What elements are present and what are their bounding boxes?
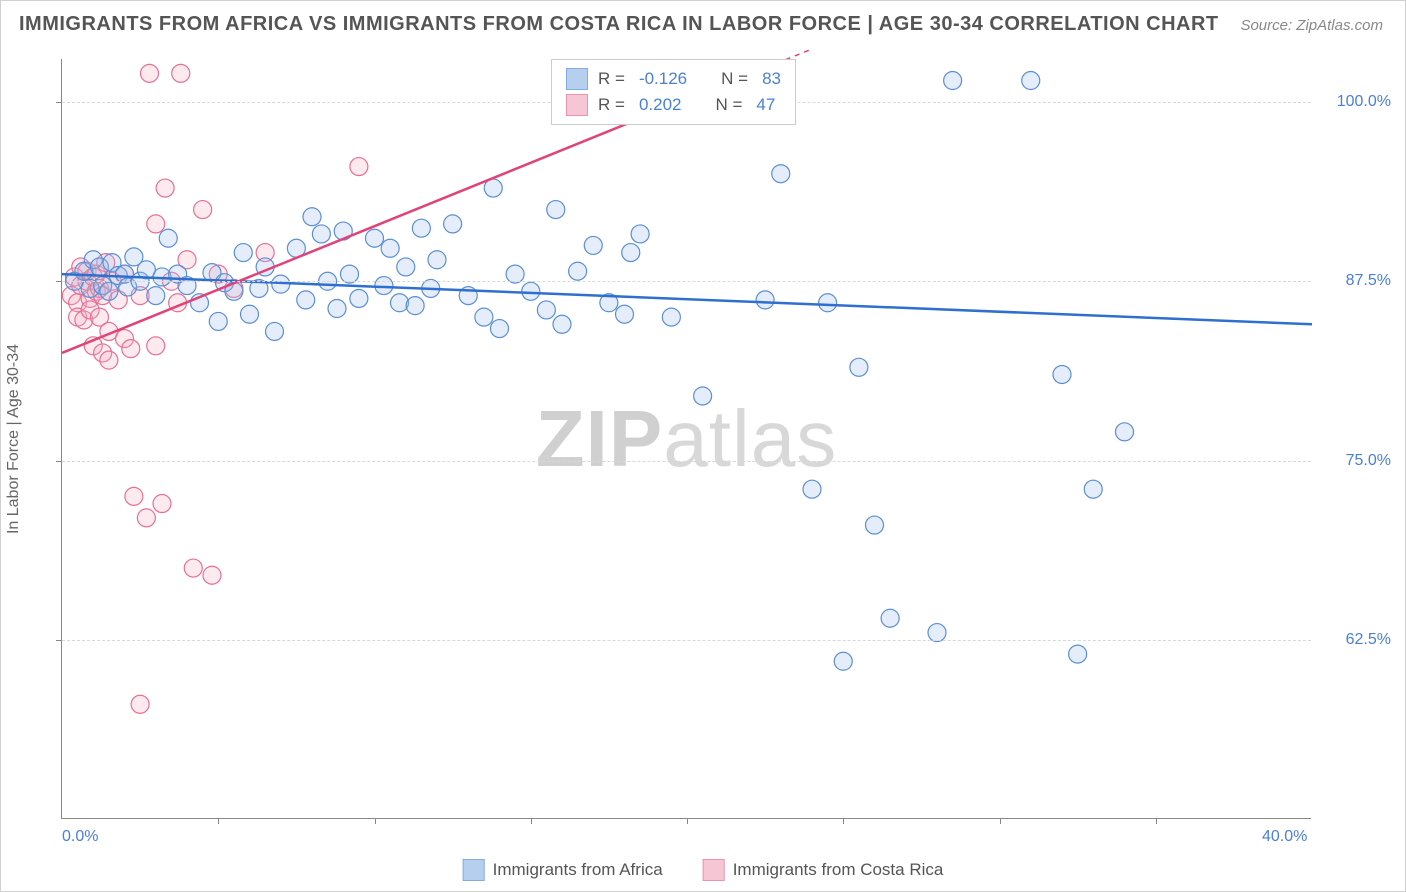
legend-item-costarica: Immigrants from Costa Rica bbox=[703, 859, 944, 881]
chart-title: IMMIGRANTS FROM AFRICA VS IMMIGRANTS FRO… bbox=[19, 13, 1219, 36]
stats-legend: R = -0.126 N = 83 R = 0.202 N = 47 bbox=[551, 59, 796, 125]
n-value-africa: 83 bbox=[762, 69, 781, 89]
r-value-costarica: 0.202 bbox=[639, 95, 682, 115]
n-label: N = bbox=[721, 69, 748, 89]
y-axis-label: In Labor Force | Age 30-34 bbox=[5, 343, 23, 533]
source-attribution: Source: ZipAtlas.com bbox=[1240, 17, 1383, 34]
legend-label-africa: Immigrants from Africa bbox=[493, 860, 663, 880]
y-tick-label: 87.5% bbox=[1321, 272, 1391, 290]
y-tick-label: 75.0% bbox=[1321, 452, 1391, 470]
legend-label-costarica: Immigrants from Costa Rica bbox=[733, 860, 944, 880]
x-tick-label: 0.0% bbox=[62, 828, 98, 846]
n-label-2: N = bbox=[715, 95, 742, 115]
stats-row-africa: R = -0.126 N = 83 bbox=[566, 66, 781, 92]
x-tick-label: 40.0% bbox=[1262, 828, 1307, 846]
y-tick-label: 62.5% bbox=[1321, 631, 1391, 649]
y-tick-label: 100.0% bbox=[1321, 93, 1391, 111]
stats-row-costarica: R = 0.202 N = 47 bbox=[566, 92, 781, 118]
scatter-svg bbox=[62, 59, 1311, 818]
legend-item-africa: Immigrants from Africa bbox=[463, 859, 663, 881]
swatch-costarica bbox=[566, 94, 588, 116]
plot-area: In Labor Force | Age 30-34 ZIPatlas 62.5… bbox=[61, 59, 1311, 819]
legend-swatch-africa bbox=[463, 859, 485, 881]
r-label: R = bbox=[598, 69, 625, 89]
r-value-africa: -0.126 bbox=[639, 69, 687, 89]
legend-swatch-costarica bbox=[703, 859, 725, 881]
r-label-2: R = bbox=[598, 95, 625, 115]
chart-container: IMMIGRANTS FROM AFRICA VS IMMIGRANTS FRO… bbox=[0, 0, 1406, 892]
n-value-costarica: 47 bbox=[756, 95, 775, 115]
swatch-africa bbox=[566, 68, 588, 90]
series-legend: Immigrants from Africa Immigrants from C… bbox=[463, 859, 944, 881]
